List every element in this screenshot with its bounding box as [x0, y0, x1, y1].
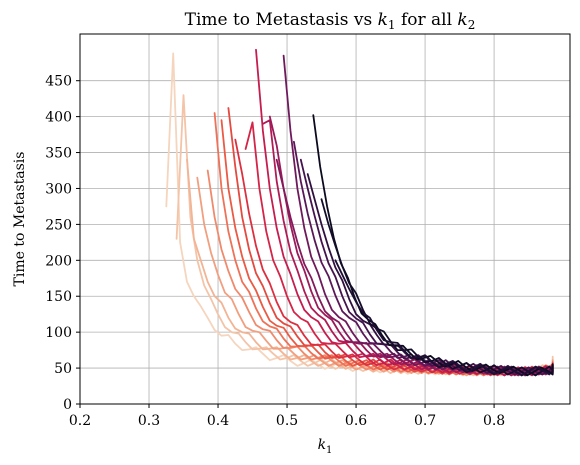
y-tick-label: 200 [45, 253, 72, 269]
x-tick-label: 0.3 [138, 413, 160, 429]
series-line [244, 121, 554, 377]
title-k2-var: k [457, 10, 467, 30]
series-line [275, 158, 554, 377]
title-main-text: Time to Metastasis vs [185, 10, 378, 30]
series-line [306, 173, 554, 377]
plot-frame [79, 33, 571, 405]
y-tick-label: 300 [45, 181, 72, 197]
x-tick-label: 0.5 [276, 413, 298, 429]
x-label-sub: 1 [326, 445, 332, 456]
series-line [299, 158, 554, 376]
y-tick-label: 50 [54, 361, 72, 377]
y-tick-label: 400 [45, 110, 72, 126]
series-line [175, 94, 554, 377]
x-label-var: k [318, 437, 326, 453]
chart-title: Time to Metastasis vs k1 for all k2 [185, 10, 476, 32]
title-k1-var: k [378, 10, 388, 30]
title-k1-sub: 1 [388, 18, 396, 32]
x-tick-label: 0.7 [414, 413, 436, 429]
title-mid-text: for all [396, 10, 458, 30]
series-line [282, 54, 554, 377]
y-tick-label: 0 [63, 397, 72, 413]
series-line [234, 138, 554, 377]
axis-ticks: 0.2 0.3 0.4 0.5 0.6 0.7 0.8 0 50 100 150 200 250 300 3… [45, 74, 505, 429]
y-axis-label: Time to Metastasis [12, 152, 28, 287]
x-axis-label: k1 [318, 437, 333, 456]
x-tick-label: 0.2 [69, 413, 91, 429]
y-tick-label: 150 [45, 289, 72, 305]
series-line [320, 198, 554, 377]
series-line [334, 259, 551, 377]
y-tick-label: 250 [45, 217, 72, 233]
grid [79, 34, 570, 405]
y-tick-label: 350 [45, 146, 72, 162]
title-k2-sub: 2 [468, 18, 476, 32]
series-lines [165, 48, 554, 377]
x-tick-label: 0.8 [483, 413, 505, 429]
series-line [255, 48, 554, 377]
y-tick-label: 100 [45, 325, 72, 341]
series-line [268, 115, 554, 377]
y-tick-label: 450 [45, 74, 72, 90]
x-tick-label: 0.4 [207, 413, 229, 429]
x-tick-label: 0.6 [345, 413, 367, 429]
